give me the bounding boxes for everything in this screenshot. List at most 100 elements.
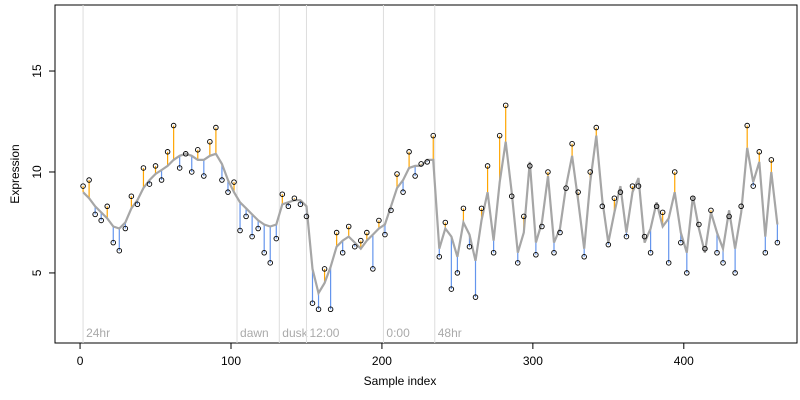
marker-label: 12:00 — [309, 326, 339, 340]
point — [418, 161, 424, 167]
point — [611, 195, 618, 201]
point — [647, 249, 654, 256]
point — [762, 249, 769, 256]
point — [388, 207, 394, 214]
point — [635, 183, 642, 189]
point — [750, 183, 756, 189]
point — [442, 219, 449, 226]
y-tick-label: 10 — [30, 165, 44, 179]
point — [466, 243, 473, 250]
point — [551, 249, 557, 256]
point — [690, 195, 696, 201]
point — [569, 140, 575, 147]
point — [176, 165, 183, 171]
point — [617, 189, 624, 195]
point — [472, 294, 479, 300]
point — [394, 171, 400, 177]
point — [545, 169, 551, 175]
point — [502, 102, 509, 109]
point — [756, 149, 763, 155]
point — [104, 203, 110, 210]
point — [720, 260, 726, 266]
point — [563, 185, 569, 191]
point — [140, 165, 147, 171]
point — [273, 235, 280, 242]
point — [376, 217, 382, 224]
point — [448, 286, 455, 292]
point — [225, 189, 231, 195]
point — [460, 205, 467, 212]
point — [726, 213, 732, 220]
point — [134, 201, 141, 208]
x-axis-label: Sample index — [364, 374, 437, 388]
point — [508, 193, 515, 199]
marker-label: dusk — [282, 326, 308, 340]
point — [430, 132, 436, 139]
y-axis-label: Expression — [8, 144, 22, 203]
point — [436, 254, 443, 260]
point — [696, 221, 702, 228]
point — [255, 225, 261, 232]
point — [406, 149, 412, 155]
point — [146, 181, 153, 187]
point — [285, 203, 292, 210]
point — [339, 249, 346, 256]
fit-line — [82, 135, 779, 296]
point — [231, 179, 237, 185]
point — [678, 239, 684, 246]
point — [158, 177, 165, 183]
point — [527, 163, 533, 169]
point — [182, 151, 189, 157]
point — [207, 138, 213, 145]
point — [327, 306, 334, 313]
y-tick-label: 15 — [30, 64, 44, 78]
point — [412, 173, 418, 179]
point — [732, 270, 738, 276]
point — [744, 122, 750, 129]
point — [400, 189, 406, 195]
point — [599, 203, 606, 210]
point — [623, 233, 630, 240]
point — [641, 233, 648, 240]
point — [291, 195, 298, 201]
marker-label: 0:00 — [386, 326, 410, 340]
point — [659, 209, 666, 216]
marker-label: dawn — [240, 326, 269, 340]
point — [358, 237, 364, 244]
marker-label: 24hr — [86, 326, 110, 340]
point — [297, 201, 304, 208]
x-tick-label: 400 — [674, 354, 694, 368]
point — [352, 243, 358, 250]
point — [370, 266, 376, 272]
point — [116, 247, 123, 254]
point — [629, 183, 636, 189]
plot-frame — [54, 4, 798, 344]
point — [496, 132, 503, 139]
marker-label: 48hr — [438, 326, 462, 340]
point — [267, 260, 273, 266]
point — [454, 270, 461, 276]
point — [98, 217, 104, 224]
point — [321, 266, 328, 272]
point — [575, 189, 581, 195]
point — [684, 270, 690, 276]
point — [249, 233, 255, 240]
point — [382, 231, 388, 238]
point — [515, 260, 521, 266]
y-tick-label: 5 — [30, 269, 44, 276]
point — [188, 169, 195, 175]
point — [521, 213, 527, 220]
point — [593, 124, 600, 131]
point — [653, 203, 660, 210]
point — [605, 241, 612, 248]
point — [86, 177, 92, 183]
point — [303, 213, 310, 220]
point — [533, 252, 539, 258]
point — [80, 183, 86, 189]
point — [665, 260, 672, 266]
point — [122, 225, 129, 232]
point — [345, 223, 352, 230]
point — [279, 191, 286, 197]
point — [484, 163, 491, 169]
